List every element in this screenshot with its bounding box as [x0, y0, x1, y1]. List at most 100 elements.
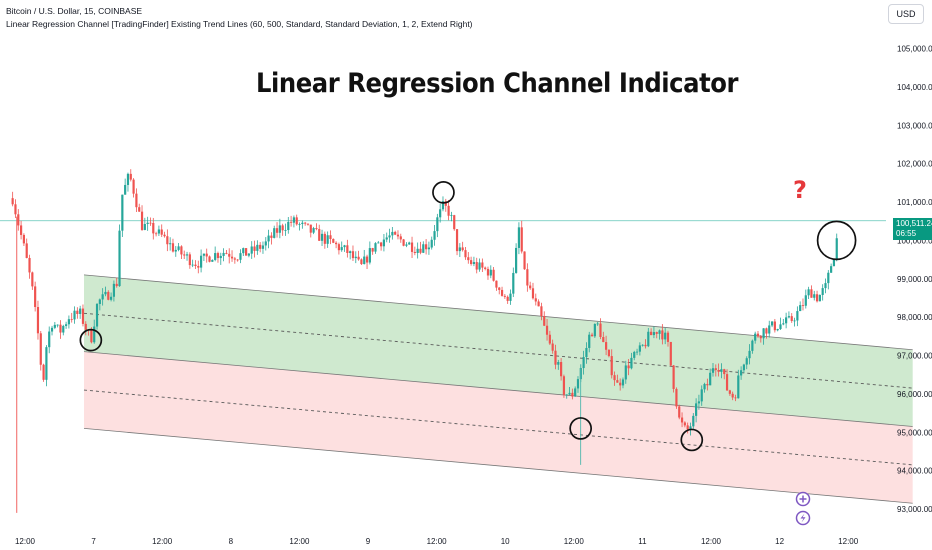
- candle: [427, 241, 431, 255]
- candle: [211, 259, 214, 262]
- candle: [714, 364, 717, 377]
- candle: [644, 339, 647, 349]
- time-tick-label: 12:00: [701, 537, 722, 546]
- candle: [506, 295, 509, 304]
- candle: [723, 368, 726, 380]
- candle: [773, 318, 776, 333]
- candle: [616, 374, 619, 383]
- candle: [112, 280, 116, 302]
- indicator-legend[interactable]: Linear Regression Channel [TradingFinder…: [6, 19, 473, 29]
- candle: [121, 194, 124, 237]
- candle: [202, 253, 206, 261]
- candle: [73, 306, 76, 324]
- candle: [523, 251, 526, 270]
- candle: [515, 243, 518, 274]
- candle: [585, 342, 588, 364]
- candle: [675, 387, 678, 409]
- candle: [765, 327, 768, 339]
- candle: [619, 378, 622, 391]
- candle: [633, 350, 636, 361]
- candle: [402, 238, 405, 247]
- candle: [374, 242, 377, 254]
- candle: [782, 318, 785, 326]
- candle: [247, 253, 251, 258]
- candle: [56, 324, 59, 328]
- candle: [320, 229, 324, 247]
- candle: [613, 371, 616, 386]
- price-axis[interactable]: 93,000.00 94,000.00 95,000.00 96,000.00 97,0…: [897, 45, 932, 515]
- candle: [554, 344, 557, 370]
- candle: [433, 225, 436, 246]
- candle: [742, 363, 746, 374]
- candle: [273, 225, 276, 239]
- candle: [301, 220, 304, 229]
- candle: [430, 236, 433, 250]
- candle: [557, 359, 560, 370]
- time-tick-label: 10: [501, 537, 510, 546]
- candle: [368, 241, 371, 265]
- candle: [500, 286, 504, 297]
- candle: [734, 394, 737, 402]
- candle: [425, 239, 428, 255]
- currency-button[interactable]: USD: [888, 4, 924, 24]
- time-tick-label: 12: [775, 537, 784, 546]
- candle: [278, 218, 281, 239]
- candle: [512, 267, 515, 298]
- price-tick-label: 100,000.00: [897, 236, 932, 245]
- candle: [385, 232, 388, 243]
- candle: [45, 345, 48, 387]
- candle: [630, 352, 633, 370]
- candle: [472, 256, 476, 267]
- candle: [776, 328, 779, 332]
- candle: [233, 256, 236, 264]
- candle: [163, 231, 166, 238]
- price-tick-label: 102,000.00: [897, 160, 932, 169]
- candle: [534, 293, 537, 306]
- candle: [751, 339, 754, 354]
- low-marker-circle: [569, 417, 593, 440]
- candle: [731, 391, 734, 401]
- candle: [703, 382, 706, 393]
- candle: [813, 290, 816, 301]
- candle: [621, 377, 625, 389]
- candle: [354, 251, 357, 264]
- candle: [67, 315, 71, 329]
- candle: [174, 246, 177, 257]
- candle: [484, 266, 487, 271]
- candle: [588, 331, 591, 353]
- low-marker-circle: [79, 328, 103, 352]
- candle: [669, 341, 672, 367]
- candle: [439, 203, 442, 223]
- candle: [419, 241, 422, 255]
- candle: [562, 374, 566, 398]
- candle: [529, 281, 532, 290]
- candle: [461, 241, 464, 252]
- candle: [340, 241, 343, 252]
- plus-icon[interactable]: [795, 491, 811, 507]
- candle: [548, 330, 551, 346]
- candle: [441, 196, 445, 212]
- candle: [700, 385, 703, 406]
- candle: [537, 299, 540, 307]
- symbol-legend[interactable]: Bitcoin / U.S. Dollar, 15, COINBASE: [6, 6, 143, 16]
- candle: [363, 249, 366, 265]
- candle: [551, 339, 554, 354]
- candle: [222, 248, 225, 262]
- candle: [410, 236, 414, 258]
- lightning-icon[interactable]: [795, 510, 811, 526]
- low-marker-circle: [680, 428, 704, 452]
- candle: [545, 318, 549, 341]
- time-axis[interactable]: 12:00 7 12:00 8 12:00 9 12:00 10 12:00 11 12:00 12 1…: [15, 537, 859, 546]
- candle: [329, 230, 332, 245]
- candle: [81, 304, 85, 327]
- candle: [509, 289, 512, 305]
- price-tick-label: 95,000.00: [897, 428, 932, 437]
- candle: [287, 216, 290, 234]
- candle: [455, 228, 459, 256]
- candle: [489, 265, 492, 279]
- candle: [391, 227, 394, 240]
- candle: [543, 311, 546, 327]
- candle: [793, 317, 796, 327]
- candle: [346, 239, 349, 258]
